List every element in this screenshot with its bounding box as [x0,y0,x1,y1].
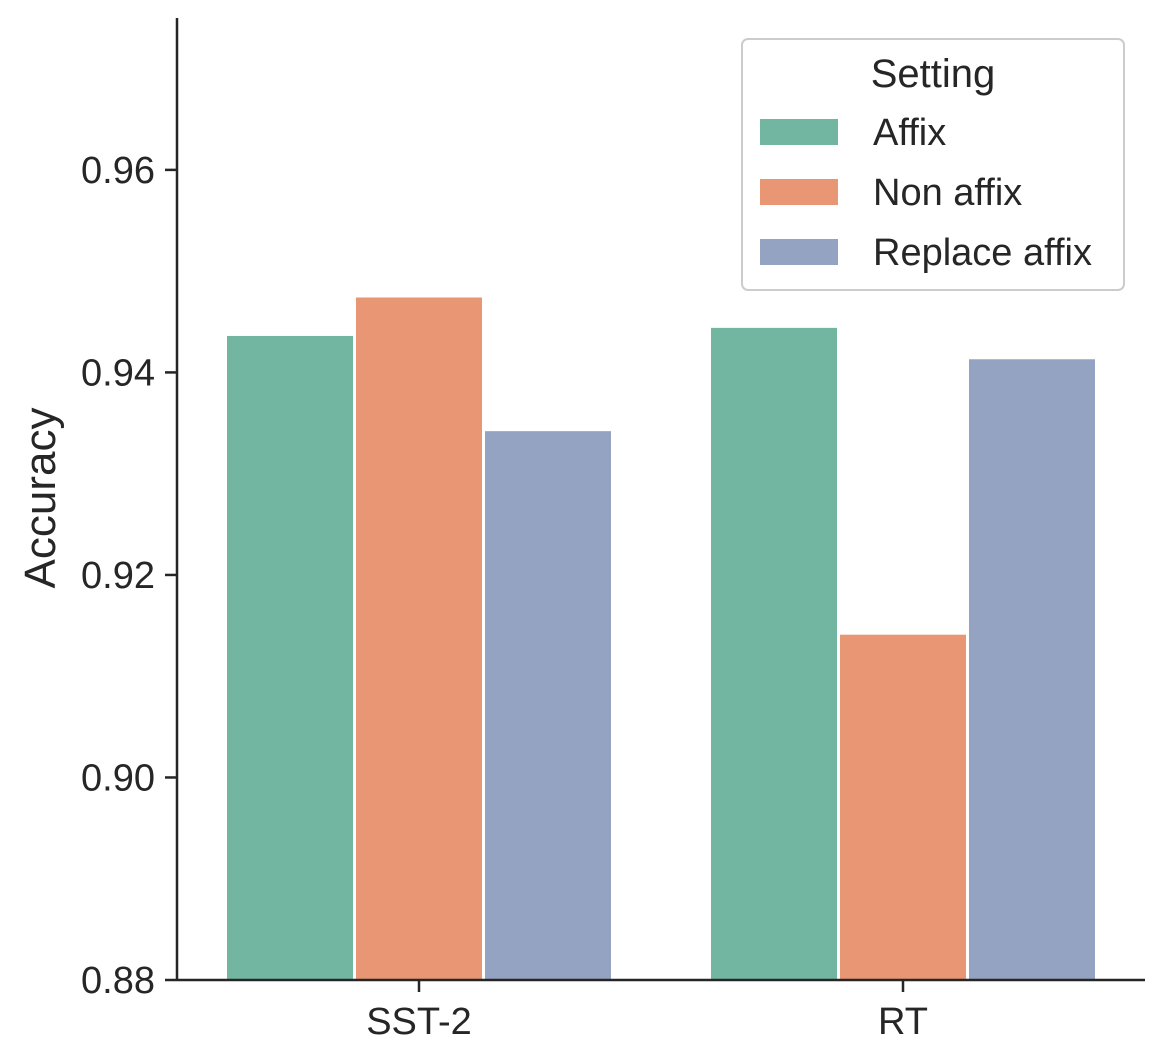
bar-rt-affix [711,327,837,981]
legend-box [741,38,1125,291]
bar-sst-2-affix [227,335,353,980]
bar-sst-2-replace-affix [485,431,611,980]
y-tick-label: 0.92 [81,555,155,597]
x-ticks: SST-2 RT [366,980,928,1043]
legend-swatch [760,119,838,145]
bar-rt-replace-affix [969,359,1095,980]
axes-group [175,18,1145,982]
y-axis-title: Accuracy [16,408,65,589]
legend-label: Replace affix [873,232,1092,274]
x-tick-label: SST-2 [366,1001,472,1043]
legend-label: Non affix [873,172,1022,214]
x-tick-label: RT [878,1001,928,1043]
legend-title: Setting [871,52,996,96]
y-tick-label: 0.94 [81,352,155,394]
bar-sst-2-non-affix [356,297,482,980]
y-tick-label: 0.96 [81,150,155,192]
y-ticks: 0.88 0.90 0.92 0.94 0.96 [81,150,177,1002]
bar-rt-non-affix [840,634,966,980]
legend: Setting Affix Non affix Replace affix [741,38,1125,291]
legend-label: Affix [873,112,946,154]
legend-items: Affix Non affix Replace affix [760,112,1092,274]
y-tick-label: 0.88 [81,960,155,1002]
legend-swatch [760,179,838,205]
bars-group [227,297,1095,981]
y-tick-label: 0.90 [81,757,155,799]
legend-swatch [760,239,838,265]
